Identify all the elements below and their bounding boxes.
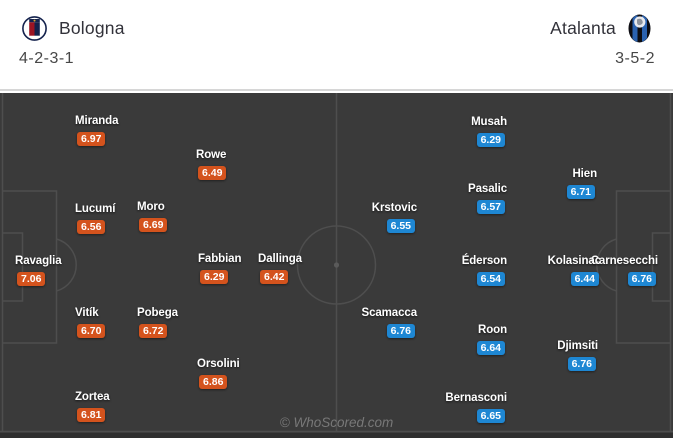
player-rating-badge: 7.06 — [17, 272, 46, 286]
player[interactable]: Orsolini 6.86 — [197, 358, 240, 389]
player[interactable]: Zortea 6.81 — [75, 391, 110, 422]
player-rating-badge: 6.70 — [77, 324, 106, 338]
player[interactable]: Pobega 6.72 — [137, 307, 178, 338]
player[interactable]: Krstovic 6.55 — [372, 202, 417, 233]
player-name: Pasalic — [468, 183, 507, 195]
player-rating-badge: 6.44 — [570, 272, 599, 286]
player-rating-badge: 6.65 — [476, 409, 505, 423]
home-team-name: Bologna — [59, 18, 125, 38]
pitch-markings — [0, 93, 673, 438]
player-rating-badge: 6.81 — [77, 408, 106, 422]
player[interactable]: Djimsiti 6.76 — [557, 340, 598, 371]
player-rating-badge: 6.69 — [139, 218, 168, 232]
player-rating-badge: 6.42 — [260, 270, 289, 284]
home-team-link[interactable]: Bologna — [22, 13, 125, 44]
player-name: Carnesecchi — [590, 255, 658, 267]
player[interactable]: Bernasconi 6.65 — [445, 392, 507, 423]
player-rating-badge: 6.29 — [476, 133, 505, 147]
player-rating-badge: 6.97 — [77, 132, 106, 146]
player[interactable]: Scamacca 6.76 — [362, 307, 417, 338]
player-name: Lucumí — [75, 203, 116, 215]
player[interactable]: Rowe 6.49 — [196, 149, 227, 180]
away-formation: 3-5-2 — [615, 50, 655, 67]
player[interactable]: Carnesecchi 6.76 — [591, 255, 658, 286]
player-name: Éderson — [461, 255, 507, 267]
atalanta-crest-icon — [628, 14, 651, 43]
player-name: Djimsiti — [557, 340, 598, 352]
player-name: Pobega — [137, 307, 178, 319]
player-rating-badge: 6.56 — [77, 220, 106, 234]
player-rating-badge: 6.55 — [386, 219, 415, 233]
player[interactable]: Miranda 6.97 — [75, 115, 119, 146]
player-rating-badge: 6.57 — [476, 200, 505, 214]
header: Bologna 4-2-3-1 Atalanta 3-5-2 — [0, 0, 673, 91]
player[interactable]: Éderson 6.54 — [462, 255, 507, 286]
player-rating-badge: 6.72 — [139, 324, 168, 338]
player-rating-badge: 6.29 — [200, 270, 229, 284]
player-name: Moro — [137, 201, 165, 213]
player-rating-badge: 6.71 — [566, 185, 595, 199]
away-team-name: Atalanta — [550, 18, 616, 38]
player[interactable]: Kolasinac 6.44 — [548, 255, 601, 286]
player-name: Dallinga — [258, 253, 302, 265]
player-name: Scamacca — [361, 307, 418, 319]
player[interactable]: Dallinga 6.42 — [258, 253, 302, 284]
player-name: Kolasinac — [547, 255, 602, 267]
player-name: Orsolini — [197, 358, 240, 370]
player-name: Krstovic — [371, 202, 417, 214]
watermark: © WhoScored.com — [279, 415, 394, 430]
player-name: Ravaglia — [15, 255, 62, 267]
player-name: Bernasconi — [445, 392, 507, 404]
player[interactable]: Roon 6.64 — [476, 324, 507, 355]
player[interactable]: Ravaglia 7.06 — [15, 255, 62, 286]
player-name: Vitík — [75, 307, 99, 319]
bologna-crest-icon — [22, 16, 47, 41]
player-rating-badge: 6.64 — [476, 341, 505, 355]
player-rating-badge: 6.76 — [567, 357, 596, 371]
away-team-link[interactable]: Atalanta — [550, 13, 652, 44]
player-name: Rowe — [196, 149, 227, 161]
player-rating-badge: 6.76 — [386, 324, 415, 338]
player[interactable]: Hien 6.71 — [566, 168, 597, 199]
player[interactable]: Pasalic 6.57 — [468, 183, 507, 214]
player-name: Hien — [572, 168, 597, 180]
player-name: Zortea — [75, 391, 110, 403]
player[interactable]: Fabbian 6.29 — [198, 253, 241, 284]
player-rating-badge: 6.86 — [199, 375, 228, 389]
pitch: © WhoScored.com Ravaglia 7.06 Miranda 6.… — [0, 93, 673, 438]
player[interactable]: Vitík 6.70 — [75, 307, 106, 338]
player[interactable]: Moro 6.69 — [137, 201, 168, 232]
player-rating-badge: 6.49 — [198, 166, 227, 180]
player-name: Fabbian — [198, 253, 242, 265]
player[interactable]: Lucumí 6.56 — [75, 203, 115, 234]
player-name: Musah — [471, 116, 507, 128]
player-rating-badge: 6.76 — [627, 272, 656, 286]
home-formation: 4-2-3-1 — [19, 50, 75, 67]
player-name: Miranda — [75, 115, 119, 127]
player[interactable]: Musah 6.29 — [471, 116, 507, 147]
player-name: Roon — [478, 324, 507, 336]
player-rating-badge: 6.54 — [476, 272, 505, 286]
